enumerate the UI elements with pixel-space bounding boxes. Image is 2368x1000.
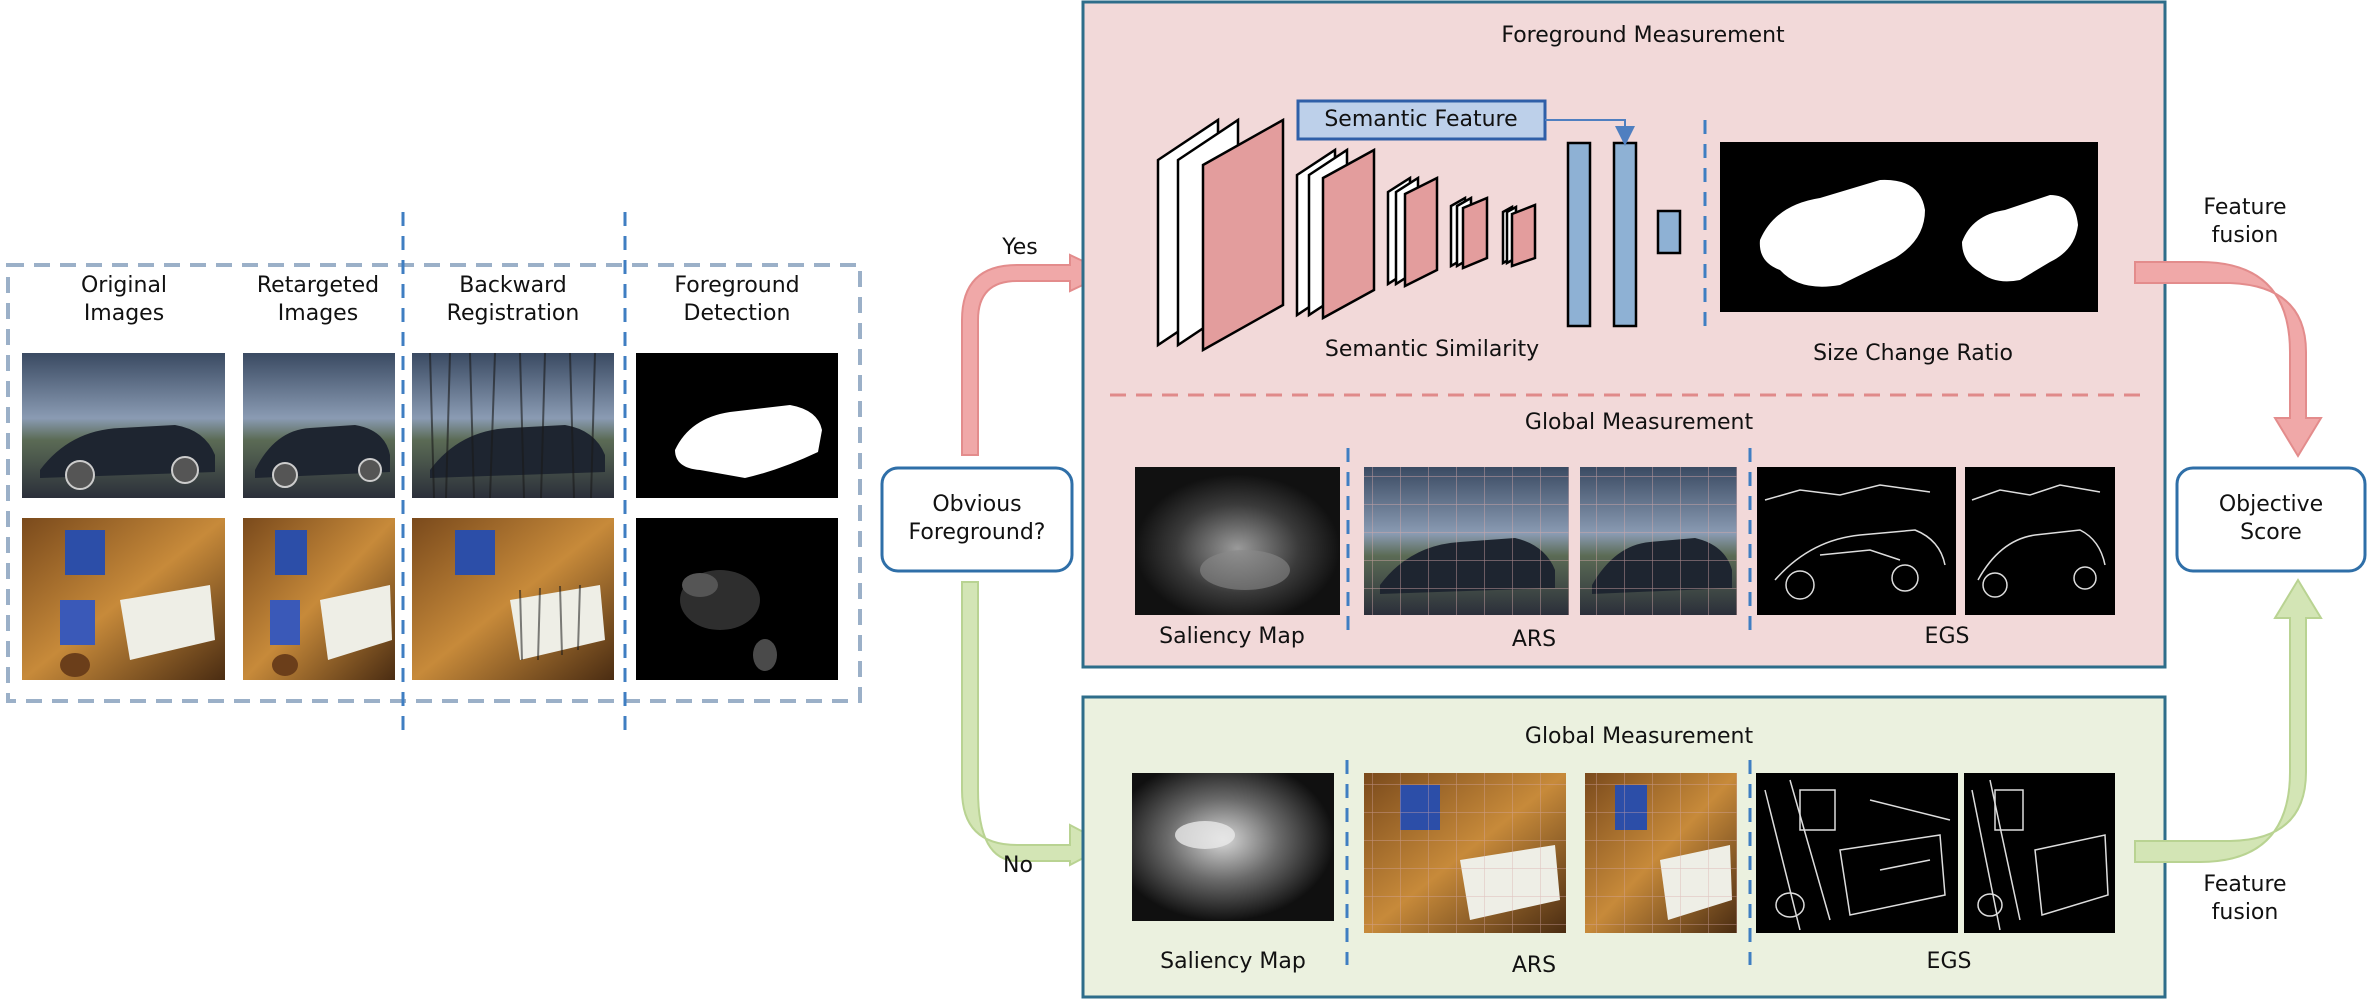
- col-header-backward: Backward Registration: [446, 273, 580, 327]
- top-fusion-arrow: [2134, 261, 2323, 458]
- semantic-similarity-label: Semantic Similarity: [1324, 337, 1540, 362]
- retargeted-image-room: [243, 518, 395, 680]
- bottom-saliency-label: Saliency Map: [1160, 949, 1306, 974]
- retargeted-image-car: [243, 353, 395, 498]
- bottom-global-measurement-title: Global Measurement: [1524, 724, 1754, 749]
- top-global-measurement-title: Global Measurement: [1524, 410, 1754, 435]
- original-image-room: [22, 518, 225, 680]
- top-egs-label: EGS: [1924, 624, 1970, 649]
- original-image-car: [22, 353, 225, 498]
- top-ars-image-1: [1364, 467, 1569, 615]
- bottom-ars-image-1: [1364, 773, 1566, 933]
- objective-score-label: Objective Score: [2218, 492, 2324, 546]
- bottom-egs-label: EGS: [1926, 949, 1972, 974]
- cnn-layers: [1156, 117, 1682, 353]
- bottom-egs-image-1: [1756, 773, 1958, 933]
- col-header-retargeted: Retargeted Images: [256, 273, 380, 327]
- top-ars-image-2: [1580, 467, 1737, 615]
- top-egs-image-2: [1965, 467, 2115, 615]
- foreground-detection-room: [636, 518, 838, 680]
- yes-label: Yes: [1002, 235, 1038, 260]
- bottom-saliency-map: [1132, 773, 1334, 921]
- decision-node: [880, 466, 1074, 573]
- foreground-measurement-title: Foreground Measurement: [1501, 23, 1785, 48]
- col-header-foreground: Foreground Detection: [674, 273, 800, 327]
- bottom-ars-image-2: [1585, 773, 1737, 933]
- top-egs-image-1: [1757, 467, 1956, 615]
- semantic-feature-arrow: [1545, 119, 1635, 146]
- top-saliency-label: Saliency Map: [1159, 624, 1305, 649]
- backward-registration-room: [412, 518, 614, 680]
- bottom-fusion-arrow: [2134, 578, 2323, 863]
- no-arrow: [961, 581, 1111, 867]
- top-saliency-map: [1135, 467, 1340, 615]
- bottom-egs-image-2: [1964, 773, 2115, 933]
- size-change-ratio-label: Size Change Ratio: [1813, 341, 2013, 366]
- top-fusion-label: Feature fusion: [2203, 195, 2287, 249]
- foreground-detection-car: [636, 353, 838, 498]
- backward-registration-car: [412, 352, 614, 499]
- semantic-feature-label: Semantic Feature: [1324, 107, 1518, 132]
- col-header-original: Original Images: [80, 273, 168, 327]
- objective-score-node: [2175, 466, 2367, 573]
- bottom-ars-label: ARS: [1511, 953, 1557, 978]
- semantic-feature-box: [1296, 99, 1547, 141]
- bottom-fusion-label: Feature fusion: [2203, 872, 2287, 926]
- no-label: No: [1003, 853, 1033, 878]
- top-ars-label: ARS: [1511, 627, 1557, 652]
- decision-label: Obvious Foreground?: [908, 492, 1046, 546]
- left-panel-border: [6, 263, 862, 703]
- size-change-ratio-image: [1720, 142, 2098, 312]
